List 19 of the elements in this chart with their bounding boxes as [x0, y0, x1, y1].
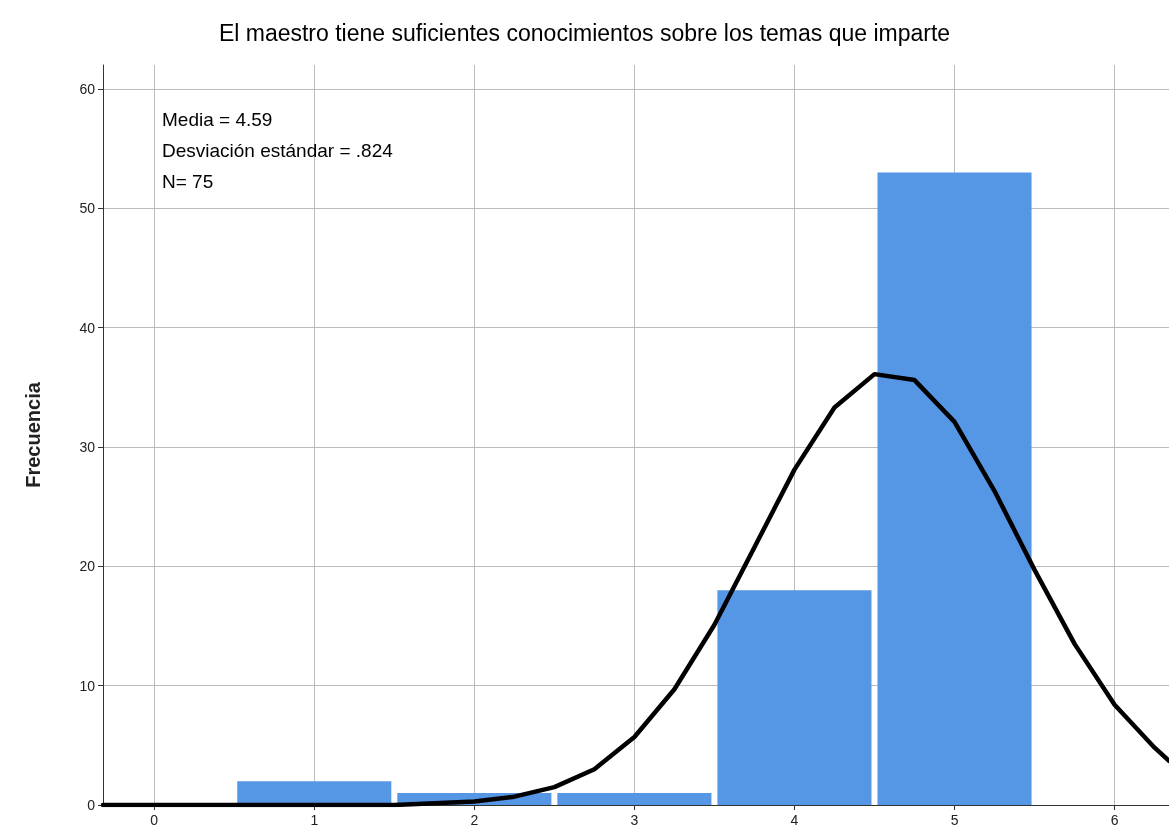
y-tick-label: 10 [79, 677, 96, 694]
x-tick-label: 4 [790, 812, 799, 828]
y-tick-label: 60 [79, 80, 96, 97]
annotation: N= 75 [162, 171, 214, 192]
x-tick-label: 6 [1110, 812, 1119, 828]
y-tick-label: 50 [79, 200, 96, 217]
x-tick-label: 2 [470, 812, 479, 828]
y-tick-label: 30 [79, 438, 96, 455]
x-tick-label: 1 [310, 812, 319, 828]
y-tick-label: 40 [79, 319, 96, 336]
annotation: Desviación estándar = .824 [162, 140, 394, 161]
y-tick-label: 0 [87, 797, 96, 813]
x-tick-label: 3 [630, 812, 639, 828]
x-tick-label: 5 [950, 812, 959, 828]
chart-title: El maestro tiene suficientes conocimientos sobre los temas que imparte [218, 19, 951, 46]
x-tick-label: 0 [150, 812, 159, 828]
y-tick-label: 20 [79, 558, 96, 575]
y-axis-title: Frecuencia [22, 381, 44, 488]
annotation: Media = 4.59 [162, 109, 273, 130]
